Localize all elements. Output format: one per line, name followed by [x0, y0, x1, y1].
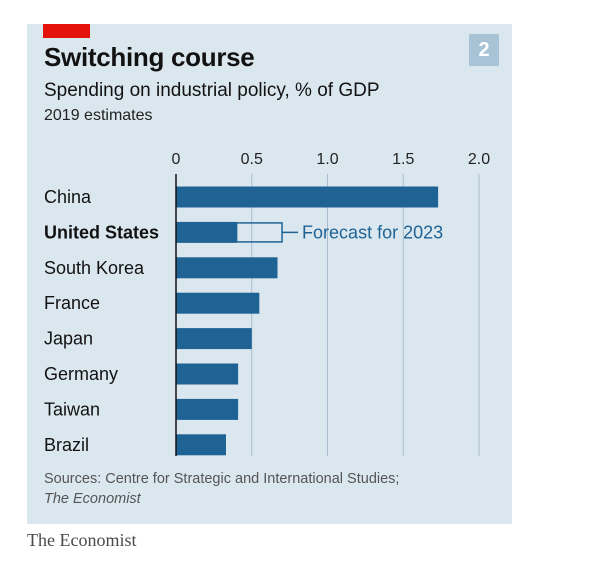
chart-title: Switching course — [44, 42, 255, 72]
x-tick-label: 0 — [172, 151, 181, 168]
x-tick-label: 1.5 — [392, 151, 414, 168]
category-label: France — [44, 293, 100, 313]
forecast-label: Forecast for 2023 — [302, 222, 443, 242]
category-label: China — [44, 187, 92, 207]
category-label: Brazil — [44, 435, 89, 455]
bar — [176, 328, 252, 350]
x-tick-label: 0.5 — [241, 151, 263, 168]
chart-subtitle: Spending on industrial policy, % of GDP — [44, 80, 380, 101]
bar — [176, 186, 439, 208]
category-label: Germany — [44, 364, 118, 384]
brand-red-tag — [43, 24, 90, 38]
forecast-outline — [235, 222, 283, 243]
bar — [176, 257, 278, 279]
bar-chart: 0 0.5 1.0 1.5 2.0 China United States South Kor… — [44, 151, 490, 456]
bar — [176, 292, 260, 314]
sources-line: Sources: Centre for Strategic and Intern… — [44, 471, 400, 487]
category-label: United States — [44, 222, 159, 242]
sources-publication: The Economist — [44, 491, 141, 507]
bar — [176, 398, 239, 420]
sources-note: Sources: Centre for Strategic and Intern… — [44, 469, 399, 509]
category-label: Taiwan — [44, 399, 100, 419]
brand-wordmark: The Economist — [27, 530, 137, 550]
bar — [176, 363, 239, 385]
category-label: Japan — [44, 329, 93, 349]
x-tick-label: 1.0 — [316, 151, 338, 168]
chart-number-badge: 2 — [469, 34, 499, 66]
bar — [176, 434, 226, 456]
chart-date-note: 2019 estimates — [44, 107, 153, 124]
bar — [176, 221, 237, 243]
category-label: South Korea — [44, 258, 145, 278]
x-tick-label: 2.0 — [468, 151, 490, 168]
